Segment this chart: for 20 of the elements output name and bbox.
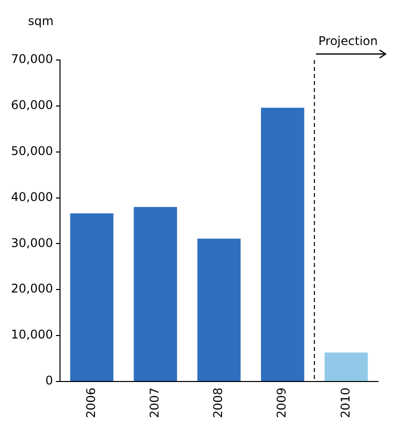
x-tick-label: 2010	[338, 387, 352, 418]
x-tick-label: 2007	[148, 387, 162, 418]
y-tick-label: 70,000	[10, 52, 53, 66]
x-tick-label: 2008	[211, 387, 226, 418]
bar	[197, 238, 241, 381]
bar	[134, 206, 178, 381]
y-tick-label: 40,000	[10, 190, 53, 204]
y-tick-label: 20,000	[10, 282, 53, 296]
x-tick-label: 2009	[274, 387, 289, 418]
y-tick-label: 0	[45, 374, 53, 388]
y-axis-title: sqm	[28, 14, 54, 28]
y-tick-label: 60,000	[10, 98, 53, 112]
y-tick-label: 30,000	[10, 236, 53, 250]
text: Projection	[318, 34, 378, 48]
y-tick-label: 50,000	[10, 144, 53, 158]
bar	[70, 213, 114, 381]
bar	[324, 352, 368, 381]
y-tick-label: 10,000	[10, 328, 53, 342]
bar	[260, 108, 304, 381]
x-tick-label: 2006	[84, 387, 98, 418]
